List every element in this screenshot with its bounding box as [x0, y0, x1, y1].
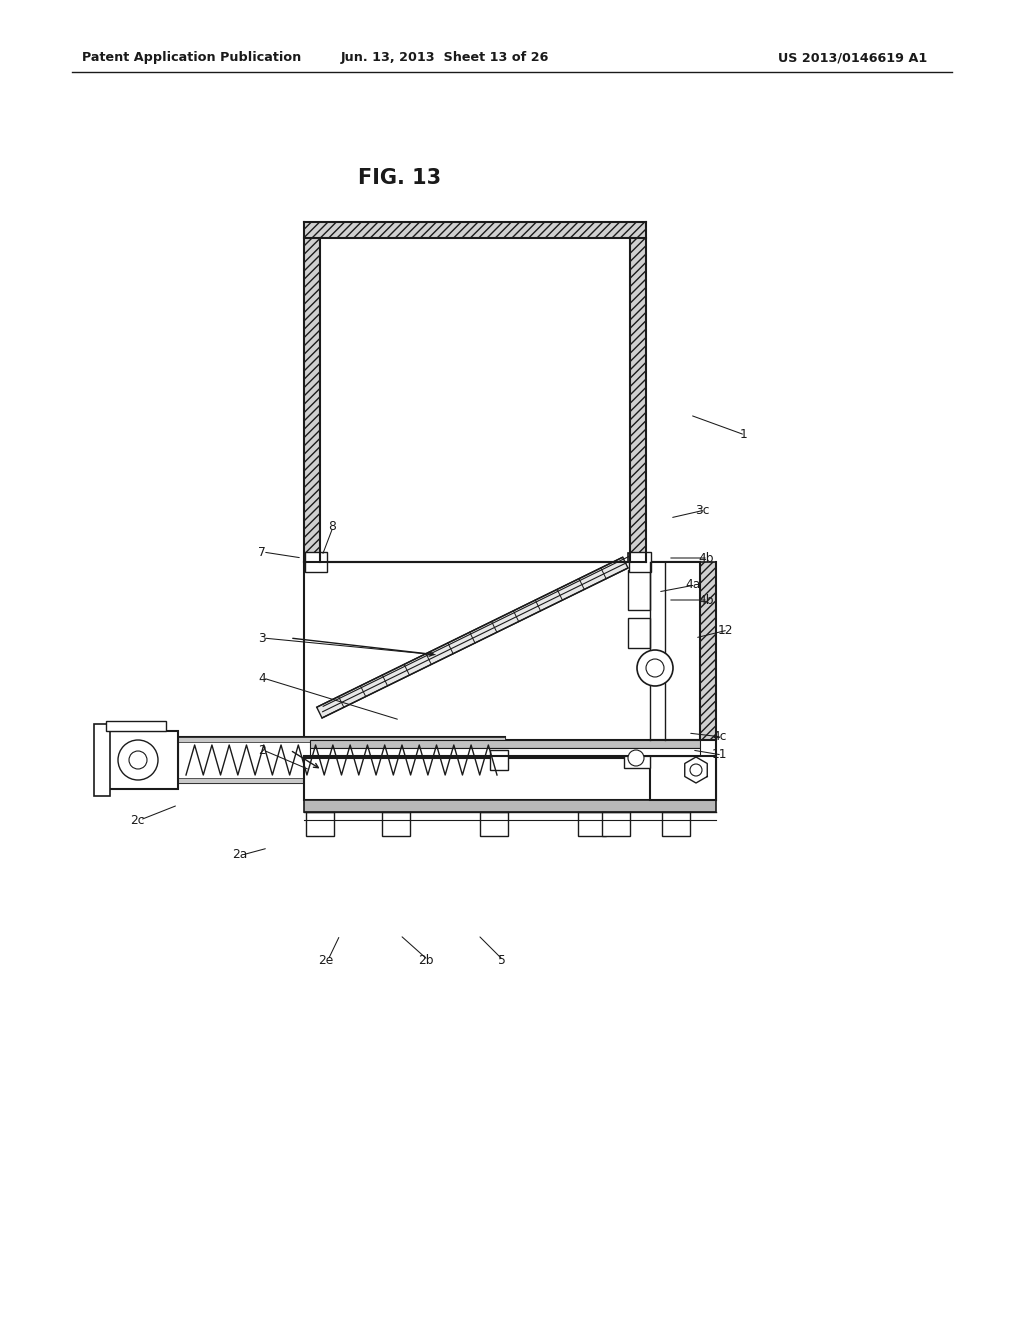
- Bar: [178, 737, 505, 742]
- Text: 11: 11: [712, 748, 727, 762]
- Text: 4a: 4a: [685, 578, 700, 591]
- Bar: [602, 812, 630, 836]
- Text: 4b: 4b: [698, 552, 714, 565]
- Bar: [630, 222, 646, 562]
- Bar: [630, 562, 700, 741]
- Bar: [310, 741, 700, 748]
- Bar: [624, 748, 650, 768]
- Text: 8: 8: [328, 520, 336, 533]
- Text: 4: 4: [258, 672, 266, 685]
- Bar: [106, 721, 166, 731]
- Circle shape: [690, 764, 702, 776]
- Text: FIG. 13: FIG. 13: [358, 168, 441, 187]
- Bar: [650, 741, 716, 800]
- Text: Patent Application Publication: Patent Application Publication: [82, 51, 301, 65]
- Text: 1: 1: [740, 429, 748, 441]
- Text: 12: 12: [718, 623, 733, 636]
- Circle shape: [129, 751, 147, 770]
- Bar: [382, 812, 410, 836]
- Text: 3c: 3c: [695, 503, 710, 516]
- Text: 5: 5: [498, 953, 506, 966]
- Text: 3: 3: [258, 631, 266, 644]
- Bar: [700, 562, 716, 741]
- Text: 2c: 2c: [130, 813, 144, 826]
- Bar: [178, 777, 505, 783]
- Bar: [304, 222, 319, 562]
- Circle shape: [118, 741, 158, 780]
- Bar: [628, 553, 648, 572]
- Bar: [178, 737, 505, 783]
- Bar: [304, 800, 716, 812]
- Bar: [480, 812, 508, 836]
- Bar: [304, 562, 700, 741]
- Text: Jun. 13, 2013  Sheet 13 of 26: Jun. 13, 2013 Sheet 13 of 26: [341, 51, 549, 65]
- Bar: [304, 553, 324, 572]
- Circle shape: [646, 659, 664, 677]
- Bar: [304, 222, 646, 238]
- Bar: [310, 748, 700, 756]
- Text: 7: 7: [258, 545, 266, 558]
- Bar: [304, 741, 716, 756]
- Bar: [578, 812, 606, 836]
- Text: 2b: 2b: [418, 953, 433, 966]
- Bar: [629, 552, 651, 572]
- Text: 2: 2: [258, 743, 266, 756]
- Bar: [490, 750, 508, 770]
- Polygon shape: [316, 557, 628, 718]
- Bar: [306, 812, 334, 836]
- Bar: [94, 723, 110, 796]
- Bar: [305, 552, 327, 572]
- Bar: [304, 758, 716, 800]
- Text: 4c: 4c: [712, 730, 726, 743]
- Text: 4b: 4b: [698, 594, 714, 606]
- Circle shape: [637, 649, 673, 686]
- Circle shape: [628, 750, 644, 766]
- Text: US 2013/0146619 A1: US 2013/0146619 A1: [778, 51, 928, 65]
- Bar: [106, 731, 178, 789]
- Text: 2e: 2e: [318, 953, 333, 966]
- Bar: [628, 618, 650, 648]
- Bar: [662, 812, 690, 836]
- Text: 2a: 2a: [232, 849, 247, 862]
- Bar: [628, 570, 650, 610]
